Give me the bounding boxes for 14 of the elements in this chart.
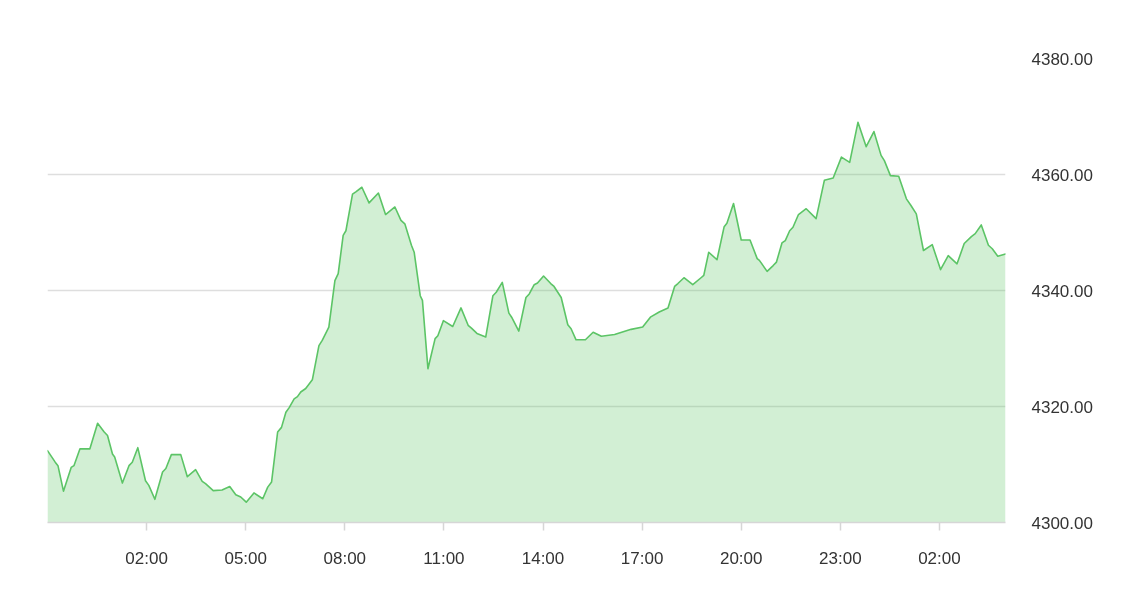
x-tick-label: 20:00	[719, 548, 763, 568]
y-tick-label: 4380.00	[1031, 49, 1093, 69]
x-tick-label: 08:00	[323, 548, 367, 568]
x-tick-label: 02:00	[918, 548, 961, 568]
x-tick-label: 02:00	[125, 548, 168, 568]
y-tick-label: 4340.00	[1031, 281, 1093, 301]
y-tick-label: 4360.00	[1031, 165, 1093, 185]
y-tick-label: 4300.00	[1031, 513, 1093, 533]
x-tick-label: 23:00	[819, 548, 862, 568]
y-tick-label: 4320.00	[1031, 397, 1093, 417]
x-tick-label: 17:00	[620, 548, 664, 568]
x-tick-label: 05:00	[224, 548, 267, 568]
x-tick-label: 14:00	[521, 548, 565, 568]
x-tick-label: 11:00	[423, 548, 465, 568]
